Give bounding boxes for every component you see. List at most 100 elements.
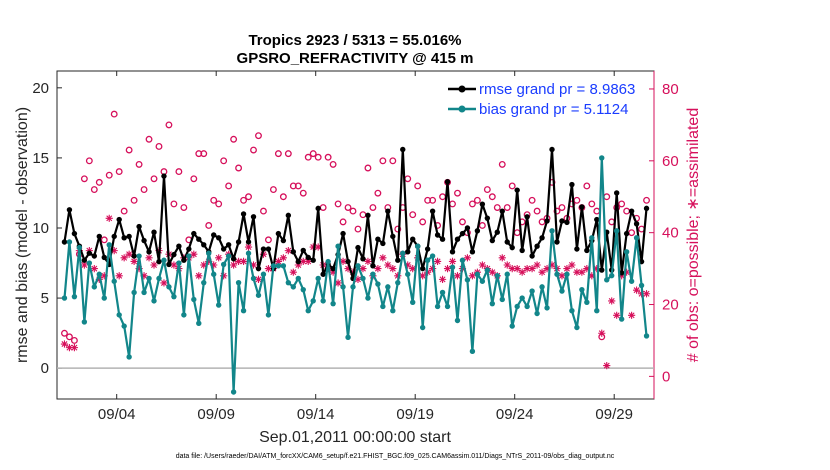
possible-obs-point bbox=[240, 196, 248, 204]
assimilated-obs-point bbox=[618, 272, 626, 280]
possible-obs-point bbox=[329, 160, 337, 168]
possible-obs-point bbox=[235, 164, 243, 172]
bias-point bbox=[549, 228, 555, 234]
bias-point bbox=[454, 317, 461, 324]
bias-point bbox=[414, 243, 421, 249]
rmse-point bbox=[618, 270, 625, 276]
rmse-point bbox=[444, 179, 451, 185]
data-file-note: data file: /Users/raeder/DAI/ATM_forcXX/… bbox=[176, 453, 615, 460]
rmse-point bbox=[220, 246, 227, 252]
possible-obs-point bbox=[130, 196, 138, 204]
bias-point bbox=[131, 289, 137, 296]
possible-obs-point bbox=[105, 171, 113, 179]
bias-point bbox=[136, 253, 142, 259]
possible-obs-point bbox=[85, 157, 93, 165]
possible-obs-point bbox=[498, 160, 506, 168]
rmse-point bbox=[454, 236, 461, 242]
bias-point bbox=[524, 303, 530, 310]
rmse-point bbox=[469, 249, 476, 255]
assimilated-obs-point bbox=[508, 264, 516, 273]
rmse-point bbox=[235, 239, 242, 245]
bias-point bbox=[380, 303, 386, 310]
axes-box bbox=[56, 70, 655, 400]
rmse-point bbox=[191, 230, 197, 237]
y-right-tick-label: 20 bbox=[662, 297, 679, 314]
assimilated-obs-point bbox=[259, 250, 268, 258]
bias-point bbox=[151, 298, 157, 304]
bias-point bbox=[589, 235, 595, 241]
possible-obs-point bbox=[245, 193, 252, 201]
rmse-point bbox=[489, 237, 496, 244]
legend: rmse grand pr = 8.9863 bias grand pr = 5… bbox=[448, 81, 635, 118]
rmse-point bbox=[633, 221, 640, 227]
bias-point bbox=[156, 275, 162, 282]
rmse-point bbox=[151, 229, 157, 235]
assimilated-obs-point bbox=[593, 264, 601, 273]
bias-point bbox=[290, 284, 297, 290]
rmse-point bbox=[240, 211, 247, 217]
bias-point bbox=[385, 284, 391, 290]
rmse-point bbox=[340, 230, 346, 237]
possible-obs-point bbox=[269, 186, 277, 194]
possible-obs-point bbox=[483, 186, 491, 194]
rmse-point bbox=[519, 247, 525, 254]
possible-obs-point bbox=[255, 132, 262, 140]
possible-obs-point bbox=[473, 196, 481, 204]
bias-point bbox=[245, 250, 252, 256]
assimilated-obs-point bbox=[448, 257, 457, 266]
possible-obs-point bbox=[70, 336, 78, 344]
bias-point bbox=[196, 320, 202, 327]
rmse-point bbox=[320, 271, 326, 277]
possible-obs-point bbox=[115, 168, 123, 176]
rmse-point bbox=[504, 239, 510, 245]
possible-obs-point bbox=[364, 164, 372, 172]
bias-point bbox=[146, 275, 152, 282]
assimilated-obs-point bbox=[443, 264, 452, 273]
chart-title: Tropics 2923 / 5313 = 55.016% bbox=[248, 32, 461, 49]
x-axis-label: Sep.01,2011 00:00:00 start bbox=[259, 429, 451, 446]
assimilated-obs-point bbox=[289, 268, 297, 276]
assimilated-obs-point bbox=[249, 261, 258, 269]
rmse-point bbox=[574, 246, 580, 252]
assimilated-obs-point bbox=[115, 272, 123, 280]
assimilated-obs-point bbox=[409, 264, 417, 273]
possible-obs-point bbox=[478, 222, 486, 229]
assimilated-obs-point bbox=[200, 261, 208, 269]
assimilated-obs-point bbox=[583, 264, 591, 273]
possible-obs-point bbox=[454, 189, 461, 197]
y-right-tick-label: 60 bbox=[662, 153, 679, 170]
x-ticks: 09/04 09/09 09/14 09/19 09/24 09/29 bbox=[98, 71, 633, 423]
bias-point bbox=[459, 257, 466, 263]
x-tick-label: 09/24 bbox=[496, 406, 534, 423]
legend-bias-label: bias grand pr = 5.1124 bbox=[479, 101, 628, 118]
rmse-point bbox=[439, 236, 446, 242]
bias-point bbox=[91, 284, 98, 290]
assimilated-obs-point bbox=[548, 261, 556, 269]
rmse-point bbox=[66, 207, 73, 213]
rmse-point bbox=[265, 246, 272, 252]
bias-point bbox=[494, 272, 500, 279]
bias-point bbox=[101, 295, 107, 301]
y-ticks-right: 0 20 40 60 80 bbox=[649, 71, 679, 399]
possible-obs-point bbox=[409, 211, 417, 219]
bias-point bbox=[504, 271, 510, 277]
assimilated-obs-point bbox=[364, 257, 372, 266]
assimilated-obs-point bbox=[130, 257, 138, 266]
possible-obs-point bbox=[503, 204, 511, 211]
possible-obs-point bbox=[61, 329, 68, 337]
bias-point bbox=[111, 278, 117, 284]
bias-point bbox=[66, 239, 73, 245]
assimilated-obs-point bbox=[135, 264, 143, 273]
rmse-point bbox=[126, 233, 132, 240]
bias-point bbox=[275, 263, 282, 269]
assimilated-obs-point bbox=[598, 329, 606, 337]
bias-point bbox=[638, 282, 645, 289]
bias-point bbox=[186, 253, 192, 259]
series-assimilated-obs bbox=[60, 214, 651, 370]
assimilated-obs-point bbox=[160, 279, 168, 287]
rmse-line bbox=[63, 148, 648, 280]
assimilated-obs-point bbox=[453, 272, 462, 280]
assimilated-obs-point bbox=[304, 257, 312, 266]
rmse-point bbox=[81, 257, 88, 263]
bias-point bbox=[618, 316, 625, 322]
